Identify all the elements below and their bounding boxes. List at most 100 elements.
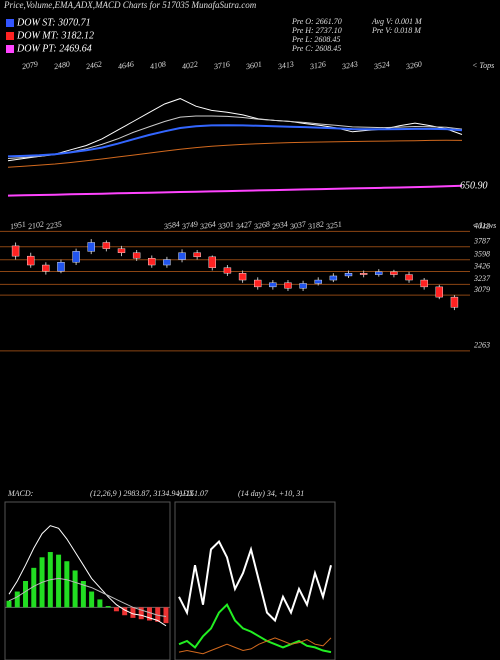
candle-body: [405, 274, 413, 281]
legend-label: DOW PT: 2469.64: [16, 43, 92, 54]
candle-body: [178, 252, 186, 260]
candle-body: [193, 252, 201, 258]
candle-body: [284, 282, 292, 289]
price-line: [7, 184, 463, 197]
histogram-bar: [23, 581, 29, 608]
low-label: 3182: [306, 220, 324, 232]
top-label: 2079: [21, 60, 38, 72]
candle-body: [87, 242, 95, 252]
top-label: 2462: [85, 60, 102, 72]
candle-body: [253, 279, 262, 288]
plus-di-line: [178, 603, 332, 654]
macd-line: [8, 525, 167, 627]
y-tick-label: 2263: [474, 341, 490, 350]
price-line: [7, 139, 463, 168]
low-label: 1951: [9, 220, 26, 232]
histogram-bar: [6, 600, 12, 608]
top-label: 3413: [276, 60, 294, 72]
y-tick-label: 3598: [473, 250, 490, 259]
candle-body: [329, 275, 338, 281]
top-label: 2480: [53, 60, 70, 72]
top-label: 3260: [404, 60, 422, 72]
low-label: 3749: [180, 220, 198, 232]
histogram-bar: [80, 581, 86, 608]
y-tick-label: 3237: [473, 274, 491, 283]
candle-body: [148, 257, 156, 266]
info-text: Avg V: 0.001 M: [371, 17, 423, 26]
candle-body: [359, 273, 368, 275]
histogram-bar: [14, 591, 20, 608]
histogram-bar: [105, 606, 111, 608]
candle-body: [208, 256, 217, 268]
candle-body: [375, 271, 383, 275]
candle-body: [299, 283, 307, 289]
macd-params: (12,26,9 ) 2983.87, 3134.94, -151.07: [90, 489, 209, 498]
histogram-bar: [146, 607, 152, 621]
price-line: [7, 124, 463, 158]
candle-body: [27, 255, 35, 266]
chart-title: Price,Volume,EMA,ADX,MACD Charts for 517…: [3, 0, 257, 10]
top-label: 3601: [244, 60, 262, 72]
candle-body: [223, 267, 232, 274]
info-text: Pre V: 0.018 M: [371, 26, 422, 35]
candle-body: [450, 296, 459, 308]
info-text: Pre O: 2661.70: [291, 17, 342, 26]
price-line: [7, 115, 463, 159]
low-label: 3301: [216, 220, 234, 232]
histogram-bar: [89, 591, 95, 608]
histogram-bar: [64, 561, 70, 608]
lows-label: < Lows: [472, 221, 496, 230]
top-label: 3243: [340, 60, 358, 72]
candle-body: [420, 279, 428, 288]
histogram-bar: [97, 599, 103, 608]
candle-body: [238, 273, 247, 281]
candle-body: [314, 279, 322, 284]
candle-body: [132, 252, 141, 259]
histogram-bar: [122, 607, 128, 616]
macd-frame: [4, 501, 171, 660]
low-label: 3264: [198, 220, 216, 232]
low-label: 2102: [27, 220, 44, 232]
adx-line: [178, 539, 332, 623]
info-text: Pre H: 2737.10: [291, 26, 342, 35]
legend-swatch: [6, 19, 14, 27]
macd-label: MACD:: [7, 489, 34, 498]
top-label: 3126: [308, 60, 326, 72]
candle-body: [57, 262, 65, 272]
candle-body: [11, 245, 20, 257]
y-tick-label: 3426: [473, 261, 490, 270]
top-label: 4646: [117, 60, 134, 72]
candle-body: [163, 259, 171, 266]
top-label: 3716: [212, 60, 230, 72]
candle-body: [344, 273, 353, 277]
adx-label: ADX: [177, 489, 195, 498]
tops-label: < Tops: [472, 61, 494, 70]
candle-body: [269, 282, 277, 288]
top-label: 4022: [181, 60, 198, 72]
y-tick-label: 3079: [473, 285, 490, 294]
top-label: 3524: [372, 60, 390, 72]
info-text: Pre C: 2608.45: [291, 44, 341, 53]
histogram-bar: [113, 607, 119, 612]
candle-body: [42, 264, 50, 272]
y-tick-label: 4012: [474, 221, 490, 230]
histogram-bar: [163, 607, 169, 624]
last-value-label: 650.90: [460, 180, 488, 191]
low-label: 3037: [288, 219, 307, 231]
legend-swatch: [6, 45, 14, 53]
y-tick-label: 3787: [473, 237, 491, 246]
candle-body: [117, 248, 126, 253]
low-label: 2235: [45, 220, 62, 232]
histogram-bar: [31, 567, 37, 608]
histogram-bar: [138, 607, 144, 620]
low-label: 3251: [324, 220, 342, 232]
candle-body: [435, 286, 443, 298]
adx-params: (14 day) 34, +10, 31: [238, 489, 304, 498]
histogram-bar: [72, 570, 78, 608]
candle-body: [102, 242, 111, 249]
top-label: 4108: [149, 60, 166, 72]
signal-line: [8, 577, 167, 617]
legend-swatch: [6, 32, 14, 40]
legend-label: DOW ST: 3070.71: [16, 17, 91, 28]
